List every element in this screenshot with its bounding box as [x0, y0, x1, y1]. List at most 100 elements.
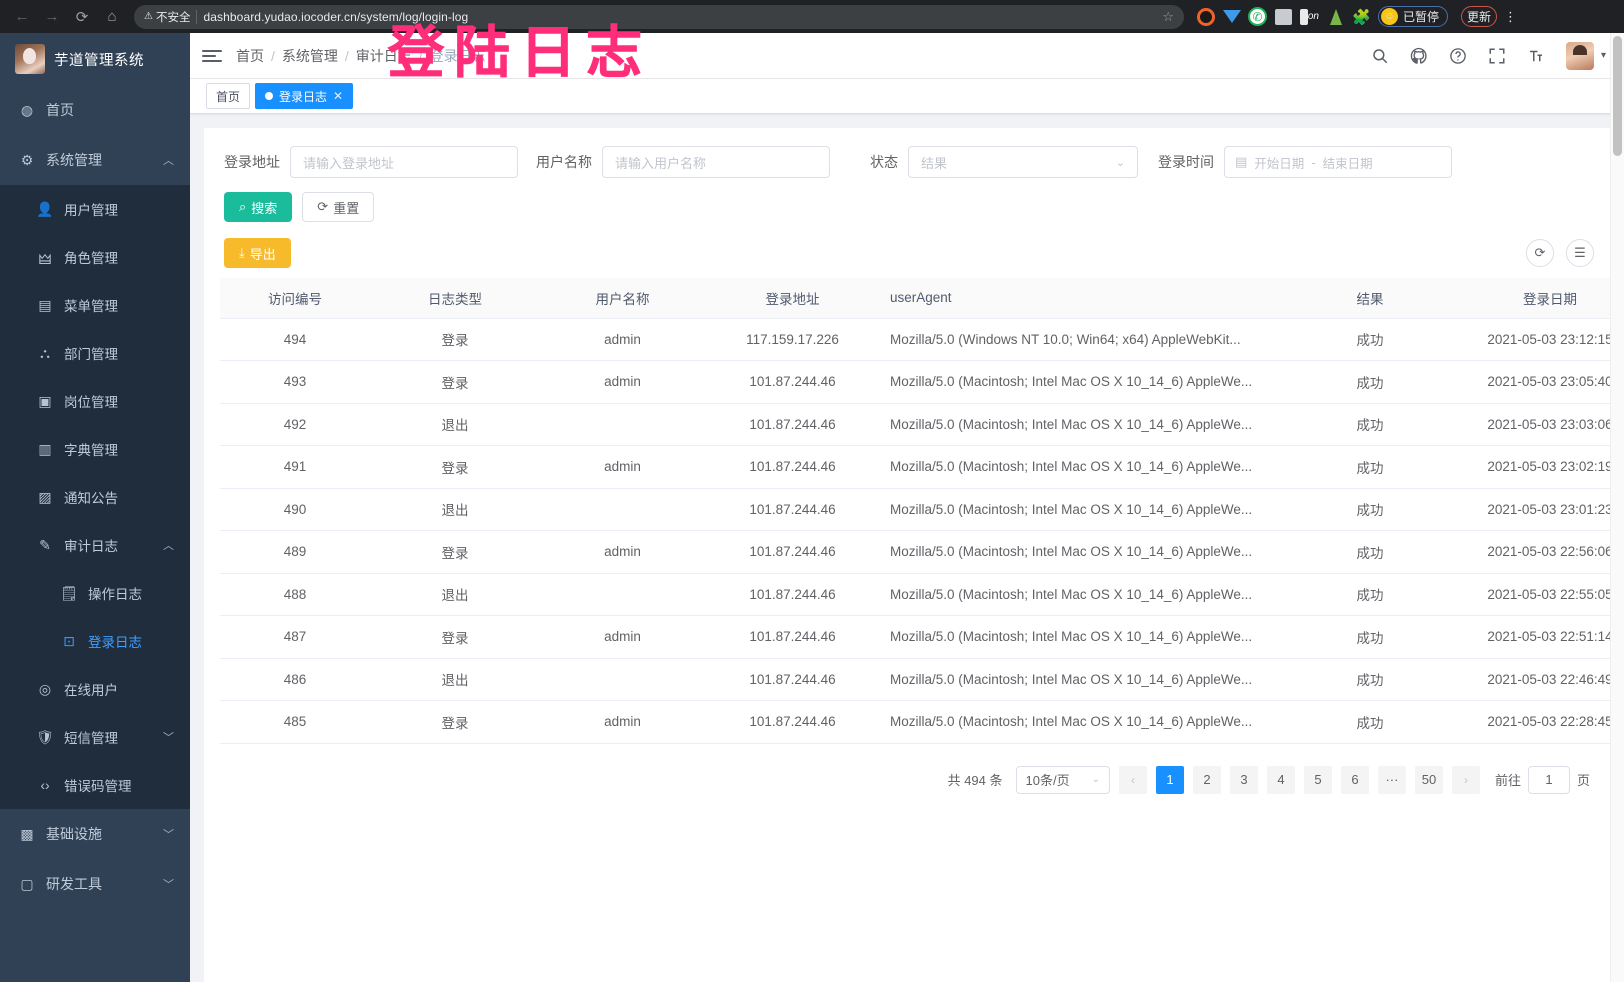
table-row[interactable]: 492 退出 101.87.244.46 Mozilla/5.0 (Macint…	[220, 403, 1624, 446]
kebab-menu-icon[interactable]: ⋮	[1504, 8, 1518, 24]
next-page-button[interactable]: ›	[1451, 765, 1480, 794]
extension-ring-icon[interactable]	[1196, 7, 1215, 26]
table-body: 494 登录 admin 117.159.17.226 Mozilla/5.0 …	[220, 318, 1624, 744]
column-header-useragent[interactable]: userAgent	[880, 278, 1300, 319]
export-button[interactable]: ⤓ 导出	[224, 238, 291, 268]
date-range-picker[interactable]: ▤ 开始日期 - 结束日期	[1224, 146, 1452, 178]
tab-home[interactable]: 首页	[206, 83, 251, 109]
reset-button[interactable]: ⟳ 重置	[302, 192, 375, 222]
start-date-input[interactable]: 开始日期	[1254, 156, 1305, 171]
extensions-puzzle-icon[interactable]: 🧩	[1352, 8, 1371, 26]
chevron-down-icon[interactable]: ▾	[1600, 50, 1606, 61]
page-size-select[interactable]: 10条/页 ⌄	[1015, 765, 1110, 794]
column-header-address[interactable]: 登录地址	[705, 278, 880, 319]
avatar[interactable]	[1565, 41, 1594, 70]
breadcrumb-item-system[interactable]: 系统管理	[281, 47, 338, 64]
extension-wechat-icon[interactable]: ✆	[1248, 7, 1267, 26]
security-warning[interactable]: ⚠ 不安全	[144, 9, 190, 25]
paused-button[interactable]: ☺ 已暂停	[1378, 6, 1449, 27]
table-row[interactable]: 488 退出 101.87.244.46 Mozilla/5.0 (Macint…	[220, 573, 1624, 616]
sidebar-item-operation-log[interactable]: 🗒 操作日志	[0, 569, 190, 617]
github-icon[interactable]	[1410, 47, 1428, 65]
font-size-icon[interactable]	[1527, 47, 1545, 65]
address-bar[interactable]: ⚠ 不安全 dashboard.yudao.iocoder.cn/system/…	[134, 4, 1184, 29]
tags-bar: 首页 登录日志 ✕	[190, 79, 1624, 114]
fullscreen-icon[interactable]	[1488, 47, 1506, 65]
column-header-date[interactable]: 登录日期	[1440, 278, 1624, 319]
close-icon[interactable]: ✕	[333, 89, 344, 103]
breadcrumb-item-audit[interactable]: 审计日志	[355, 47, 412, 64]
search-icon[interactable]	[1371, 47, 1389, 65]
page-scrollbar-thumb[interactable]	[1613, 36, 1622, 156]
sidebar-item-system[interactable]: ⚙ 系统管理 ︿	[0, 135, 190, 185]
refresh-circle-icon[interactable]: ⟳	[1526, 239, 1554, 267]
cell-username: admin	[540, 360, 705, 404]
sidebar-item-dictionary[interactable]: ▥ 字典管理	[0, 425, 190, 473]
table-row[interactable]: 485 登录 admin 101.87.244.46 Mozilla/5.0 (…	[220, 700, 1624, 744]
table-row[interactable]: 494 登录 admin 117.159.17.226 Mozilla/5.0 …	[220, 318, 1624, 361]
page-ellipsis[interactable]: ···	[1377, 765, 1406, 794]
extension-pin-icon[interactable]	[1326, 7, 1345, 26]
back-arrow-icon[interactable]: ←	[14, 8, 30, 25]
page-button-1[interactable]: 1	[1155, 765, 1184, 794]
sidebar-item-online-users[interactable]: ◎ 在线用户	[0, 665, 190, 713]
table-row[interactable]: 493 登录 admin 101.87.244.46 Mozilla/5.0 (…	[220, 360, 1624, 404]
column-header-id[interactable]: 访问编号	[220, 278, 370, 319]
page-button-5[interactable]: 5	[1303, 765, 1332, 794]
tab-login-log[interactable]: 登录日志 ✕	[255, 83, 354, 109]
sidebar-item-notices[interactable]: ▨ 通知公告	[0, 473, 190, 521]
table-row[interactable]: 491 登录 admin 101.87.244.46 Mozilla/5.0 (…	[220, 445, 1624, 489]
sidebar-item-error-code[interactable]: ‹› 错误码管理	[0, 761, 190, 809]
end-date-input[interactable]: 结束日期	[1322, 156, 1373, 171]
help-icon[interactable]	[1449, 47, 1467, 65]
table-row[interactable]: 486 退出 101.87.244.46 Mozilla/5.0 (Macint…	[220, 658, 1624, 701]
extension-diamond-icon[interactable]	[1222, 7, 1241, 26]
column-header-username[interactable]: 用户名称	[540, 278, 705, 319]
jump-prefix-label: 前往	[1494, 773, 1521, 788]
page-button-last[interactable]: 50	[1414, 765, 1443, 794]
column-header-result[interactable]: 结果	[1300, 278, 1440, 319]
column-header-type[interactable]: 日志类型	[370, 278, 540, 319]
prev-page-button[interactable]: ‹	[1118, 765, 1147, 794]
sidebar-item-roles[interactable]: 🜲 角色管理	[0, 233, 190, 281]
breadcrumb-item-home[interactable]: 首页	[236, 47, 264, 64]
sidebar-item-label: 岗位管理	[64, 395, 118, 410]
status-select[interactable]: 结果 ⌄	[908, 146, 1138, 178]
search-button[interactable]: ⌕ 搜索	[224, 192, 293, 222]
sidebar-item-label: 错误码管理	[64, 779, 132, 794]
update-button[interactable]: 更新	[1461, 6, 1498, 27]
sidebar-item-audit-log[interactable]: ✎ 审计日志 ︿	[0, 521, 190, 569]
table-header-row: 访问编号 日志类型 用户名称 登录地址 userAgent 结果 登录日期	[220, 278, 1624, 319]
sidebar-item-posts[interactable]: ▣ 岗位管理	[0, 377, 190, 425]
page-button-6[interactable]: 6	[1340, 765, 1369, 794]
sidebar-item-departments[interactable]: ⛬ 部门管理	[0, 329, 190, 377]
sidebar-item-label: 短信管理	[64, 731, 118, 746]
home-icon[interactable]: ⌂	[107, 8, 117, 25]
table-row[interactable]: 489 登录 admin 101.87.244.46 Mozilla/5.0 (…	[220, 530, 1624, 574]
page-button-2[interactable]: 2	[1192, 765, 1221, 794]
login-address-input[interactable]: 请输入登录地址	[290, 146, 518, 178]
star-icon[interactable]: ☆	[1162, 8, 1174, 24]
table-row[interactable]: 487 登录 admin 101.87.244.46 Mozilla/5.0 (…	[220, 615, 1624, 659]
sidebar-item-login-log[interactable]: ⊡ 登录日志	[0, 617, 190, 665]
columns-circle-icon[interactable]: ☰	[1566, 239, 1594, 267]
reload-icon[interactable]: ⟳	[75, 8, 89, 26]
page-button-3[interactable]: 3	[1229, 765, 1258, 794]
extension-notes-icon[interactable]	[1274, 7, 1293, 26]
sidebar-item-users[interactable]: 👤 用户管理	[0, 185, 190, 233]
sidebar-logo[interactable]: 芋道管理系统	[0, 33, 190, 85]
sidebar-item-menus[interactable]: ▤ 菜单管理	[0, 281, 190, 329]
sidebar-item-home[interactable]: ◍ 首页	[0, 85, 190, 135]
sidebar-item-infra[interactable]: ▩ 基础设施 ﹀	[0, 809, 190, 859]
table-row[interactable]: 490 退出 101.87.244.46 Mozilla/5.0 (Macint…	[220, 488, 1624, 531]
hamburger-icon[interactable]	[202, 49, 222, 62]
sidebar-item-devtools[interactable]: ▢ 研发工具 ﹀	[0, 859, 190, 909]
sidebar-item-label: 审计日志	[64, 539, 118, 554]
forward-arrow-icon[interactable]: →	[44, 8, 60, 25]
extension-translate-icon[interactable]: on	[1300, 7, 1319, 26]
sidebar-item-sms[interactable]: 🛡 短信管理 ﹀	[0, 713, 190, 761]
page-button-4[interactable]: 4	[1266, 765, 1295, 794]
page-scrollbar-track[interactable]	[1610, 33, 1624, 982]
jump-page-input[interactable]: 1	[1527, 765, 1570, 794]
username-input[interactable]: 请输入用户名称	[602, 146, 830, 178]
